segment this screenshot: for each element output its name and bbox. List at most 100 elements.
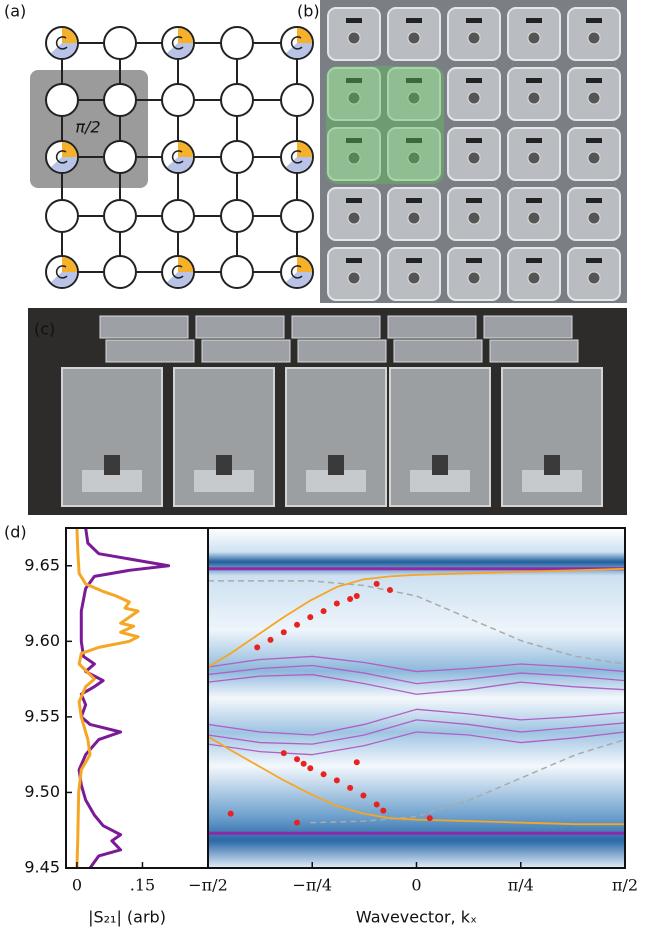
slot bbox=[406, 18, 422, 23]
pin bbox=[527, 31, 541, 45]
data-point bbox=[320, 608, 327, 615]
screw bbox=[432, 455, 448, 475]
coupler-orange bbox=[62, 142, 77, 157]
x-tick-label: π/4 bbox=[508, 876, 534, 895]
x-tick-label: 0 bbox=[411, 876, 421, 895]
coupler-blue bbox=[286, 157, 312, 172]
pin bbox=[467, 31, 481, 45]
series-line bbox=[208, 731, 625, 756]
pin bbox=[407, 151, 421, 165]
base bbox=[194, 470, 254, 492]
pin bbox=[347, 271, 361, 285]
heatmap bbox=[208, 528, 625, 868]
series-line bbox=[208, 735, 625, 826]
coupler-blue bbox=[167, 43, 193, 58]
photo-panel: (b) bbox=[297, 0, 627, 303]
panel-label: (b) bbox=[297, 2, 320, 21]
slot bbox=[466, 198, 482, 203]
slot bbox=[526, 138, 542, 143]
resonator bbox=[220, 199, 254, 233]
coupler-blue bbox=[286, 272, 312, 287]
base bbox=[306, 470, 366, 492]
back-cavity bbox=[201, 339, 291, 363]
base bbox=[410, 470, 470, 492]
back-cavity bbox=[387, 315, 477, 339]
resonator bbox=[103, 140, 137, 174]
data-point bbox=[280, 750, 287, 757]
slot bbox=[586, 18, 602, 23]
cell-phase: π/2 bbox=[75, 118, 100, 137]
slot bbox=[466, 258, 482, 263]
pin bbox=[587, 211, 601, 225]
series-line bbox=[208, 567, 625, 668]
data-point bbox=[380, 807, 387, 814]
data-point bbox=[347, 596, 354, 603]
resonator bbox=[280, 83, 314, 117]
pin bbox=[407, 91, 421, 105]
resonator bbox=[161, 83, 195, 117]
slot bbox=[526, 258, 542, 263]
coupler-arc bbox=[290, 150, 303, 164]
pin bbox=[347, 91, 361, 105]
data-point bbox=[347, 784, 354, 791]
slot bbox=[406, 258, 422, 263]
coupler-orange bbox=[297, 257, 312, 272]
slot bbox=[346, 78, 362, 83]
x-tick-label: π/2 bbox=[612, 876, 638, 895]
data-point bbox=[307, 614, 314, 621]
data-point bbox=[426, 815, 433, 822]
series-line bbox=[77, 528, 171, 868]
slot bbox=[586, 78, 602, 83]
coupler-orange bbox=[62, 257, 77, 272]
back-cavity bbox=[291, 315, 381, 339]
slot bbox=[526, 198, 542, 203]
data-point bbox=[320, 771, 327, 778]
screw bbox=[328, 455, 344, 475]
pin bbox=[467, 91, 481, 105]
pin bbox=[587, 91, 601, 105]
slot bbox=[526, 18, 542, 23]
pin bbox=[347, 31, 361, 45]
back-cavity bbox=[195, 315, 285, 339]
data-point bbox=[373, 801, 380, 808]
pin bbox=[407, 271, 421, 285]
back-cavity bbox=[483, 315, 573, 339]
data-point bbox=[254, 644, 261, 651]
coupler-arc bbox=[55, 265, 68, 279]
plot-area bbox=[75, 528, 171, 868]
photo-panel: (c) bbox=[28, 308, 627, 515]
data-point bbox=[333, 777, 340, 784]
screw bbox=[544, 455, 560, 475]
slot bbox=[406, 198, 422, 203]
slot bbox=[346, 198, 362, 203]
x-tick-label: −π/2 bbox=[188, 876, 228, 895]
pin bbox=[467, 271, 481, 285]
y-tick-label: 9.60 bbox=[24, 631, 60, 650]
panel-label: (d) bbox=[4, 523, 27, 542]
x-tick-label: −π/4 bbox=[293, 876, 333, 895]
axes-frame bbox=[65, 527, 209, 869]
resonator bbox=[45, 199, 79, 233]
data-point bbox=[267, 636, 274, 643]
highlight bbox=[326, 66, 444, 184]
x-tick-label: 0 bbox=[72, 876, 82, 895]
resonator bbox=[103, 199, 137, 233]
x-axis-label: |S₂₁| (arb) bbox=[88, 908, 166, 927]
back-cavity bbox=[393, 339, 483, 363]
data-point bbox=[294, 621, 301, 628]
slot bbox=[346, 18, 362, 23]
pin bbox=[407, 211, 421, 225]
pin bbox=[527, 211, 541, 225]
coupler-blue bbox=[51, 157, 77, 172]
pin bbox=[587, 271, 601, 285]
pin bbox=[587, 151, 601, 165]
coupler-orange bbox=[178, 142, 193, 157]
panel-label: (a) bbox=[4, 2, 26, 21]
slot bbox=[586, 258, 602, 263]
resonator bbox=[161, 199, 195, 233]
slot bbox=[466, 18, 482, 23]
series-line bbox=[310, 738, 625, 824]
slot bbox=[346, 258, 362, 263]
slot bbox=[406, 138, 422, 143]
resonator bbox=[220, 26, 254, 60]
